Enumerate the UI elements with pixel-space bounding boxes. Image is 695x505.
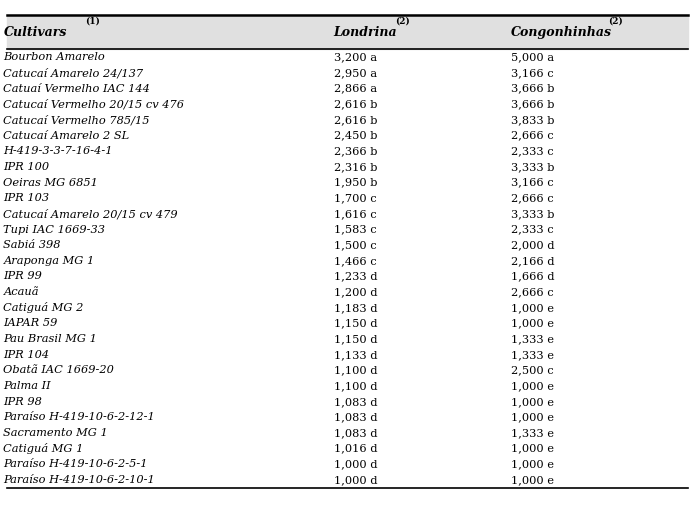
Text: 1,950 b: 1,950 b	[334, 178, 377, 187]
Text: IPR 100: IPR 100	[3, 162, 49, 172]
Text: 2,950 a: 2,950 a	[334, 68, 377, 78]
Text: 1,616 c: 1,616 c	[334, 209, 376, 219]
Text: 1,183 d: 1,183 d	[334, 303, 377, 313]
Text: 3,166 c: 3,166 c	[511, 178, 553, 187]
Text: 1,150 d: 1,150 d	[334, 319, 377, 328]
Text: (2): (2)	[608, 17, 623, 26]
Text: 3,333 b: 3,333 b	[511, 162, 555, 172]
Text: 1,083 d: 1,083 d	[334, 413, 377, 422]
Text: 3,666 b: 3,666 b	[511, 99, 555, 109]
Text: 3,200 a: 3,200 a	[334, 53, 377, 62]
Text: 1,083 d: 1,083 d	[334, 428, 377, 438]
Text: 2,500 c: 2,500 c	[511, 366, 553, 375]
Bar	[7, 15, 688, 49]
Text: 2,866 a: 2,866 a	[334, 84, 377, 93]
Text: 1,333 e: 1,333 e	[511, 350, 554, 360]
Text: 1,500 c: 1,500 c	[334, 240, 376, 250]
Text: 1,000 e: 1,000 e	[511, 444, 554, 453]
Text: 1,700 c: 1,700 c	[334, 193, 376, 203]
Text: 2,666 c: 2,666 c	[511, 131, 553, 140]
Text: 2,316 b: 2,316 b	[334, 162, 377, 172]
Text: 1,000 e: 1,000 e	[511, 381, 554, 391]
Text: 3,833 b: 3,833 b	[511, 115, 555, 125]
Text: 1,333 e: 1,333 e	[511, 428, 554, 438]
Text: 1,000 e: 1,000 e	[511, 303, 554, 313]
Text: (2): (2)	[395, 17, 409, 26]
Text: 1,000 e: 1,000 e	[511, 460, 554, 469]
Text: 1,133 d: 1,133 d	[334, 350, 377, 360]
Text: 1,583 c: 1,583 c	[334, 225, 376, 234]
Text: (1): (1)	[85, 17, 100, 26]
Text: Sabiá 398: Sabiá 398	[3, 240, 61, 250]
Text: Sacramento MG 1: Sacramento MG 1	[3, 428, 108, 438]
Text: 2,333 c: 2,333 c	[511, 146, 553, 156]
Text: 1,000 e: 1,000 e	[511, 475, 554, 485]
Text: Catucaí Vermelho 20/15 cv 476: Catucaí Vermelho 20/15 cv 476	[3, 99, 184, 110]
Text: 1,466 c: 1,466 c	[334, 256, 376, 266]
Text: Tupi IAC 1669-33: Tupi IAC 1669-33	[3, 225, 106, 234]
Text: 1,100 d: 1,100 d	[334, 366, 377, 375]
Text: 2,166 d: 2,166 d	[511, 256, 555, 266]
Text: Pau Brasil MG 1: Pau Brasil MG 1	[3, 334, 97, 344]
Text: Catucaí Amarelo 20/15 cv 479: Catucaí Amarelo 20/15 cv 479	[3, 209, 178, 219]
Text: 1,333 e: 1,333 e	[511, 334, 554, 344]
Text: Catucaí Vermelho 785/15: Catucaí Vermelho 785/15	[3, 115, 150, 125]
Text: Araponga MG 1: Araponga MG 1	[3, 256, 95, 266]
Text: 2,333 c: 2,333 c	[511, 225, 553, 234]
Text: Cultivars: Cultivars	[3, 26, 67, 39]
Text: 2,666 c: 2,666 c	[511, 287, 553, 297]
Text: 2,616 b: 2,616 b	[334, 99, 377, 109]
Text: Catiguá MG 1: Catiguá MG 1	[3, 443, 84, 454]
Text: 2,616 b: 2,616 b	[334, 115, 377, 125]
Text: 1,000 d: 1,000 d	[334, 475, 377, 485]
Text: 1,666 d: 1,666 d	[511, 272, 555, 281]
Text: 1,233 d: 1,233 d	[334, 272, 377, 281]
Text: 1,000 e: 1,000 e	[511, 397, 554, 407]
Text: Paraíso H-419-10-6-2-10-1: Paraíso H-419-10-6-2-10-1	[3, 475, 155, 485]
Text: Congonhinhas: Congonhinhas	[511, 26, 612, 39]
Text: 1,000 e: 1,000 e	[511, 413, 554, 422]
Text: Obatã IAC 1669-20: Obatã IAC 1669-20	[3, 366, 115, 375]
Text: 5,000 a: 5,000 a	[511, 53, 554, 62]
Text: Paraíso H-419-10-6-2-5-1: Paraíso H-419-10-6-2-5-1	[3, 460, 148, 469]
Text: 1,016 d: 1,016 d	[334, 444, 377, 453]
Text: Catucaí Amarelo 2 SL: Catucaí Amarelo 2 SL	[3, 131, 129, 140]
Text: Paraíso H-419-10-6-2-12-1: Paraíso H-419-10-6-2-12-1	[3, 413, 155, 422]
Text: 2,666 c: 2,666 c	[511, 193, 553, 203]
Text: 2,366 b: 2,366 b	[334, 146, 377, 156]
Text: 1,150 d: 1,150 d	[334, 334, 377, 344]
Text: Oeiras MG 6851: Oeiras MG 6851	[3, 178, 99, 187]
Text: Londrina: Londrina	[334, 26, 398, 39]
Text: 2,000 d: 2,000 d	[511, 240, 555, 250]
Text: IPR 103: IPR 103	[3, 193, 49, 203]
Text: Catiguá MG 2: Catiguá MG 2	[3, 302, 84, 313]
Text: 1,200 d: 1,200 d	[334, 287, 377, 297]
Text: Palma II: Palma II	[3, 381, 51, 391]
Text: IPR 98: IPR 98	[3, 397, 42, 407]
Text: 2,450 b: 2,450 b	[334, 131, 377, 140]
Text: IPR 104: IPR 104	[3, 350, 49, 360]
Text: 1,100 d: 1,100 d	[334, 381, 377, 391]
Text: Bourbon Amarelo: Bourbon Amarelo	[3, 53, 105, 62]
Text: 1,083 d: 1,083 d	[334, 397, 377, 407]
Text: IPR 99: IPR 99	[3, 272, 42, 281]
Text: Catuaí Vermelho IAC 144: Catuaí Vermelho IAC 144	[3, 84, 150, 93]
Text: 1,000 e: 1,000 e	[511, 319, 554, 328]
Text: Acauã: Acauã	[3, 287, 39, 297]
Text: H-419-3-3-7-16-4-1: H-419-3-3-7-16-4-1	[3, 146, 113, 156]
Text: 1,000 d: 1,000 d	[334, 460, 377, 469]
Text: 3,333 b: 3,333 b	[511, 209, 555, 219]
Text: Catucaí Amarelo 24/137: Catucaí Amarelo 24/137	[3, 68, 144, 78]
Text: IAPAR 59: IAPAR 59	[3, 319, 58, 328]
Text: 3,166 c: 3,166 c	[511, 68, 553, 78]
Text: 3,666 b: 3,666 b	[511, 84, 555, 93]
